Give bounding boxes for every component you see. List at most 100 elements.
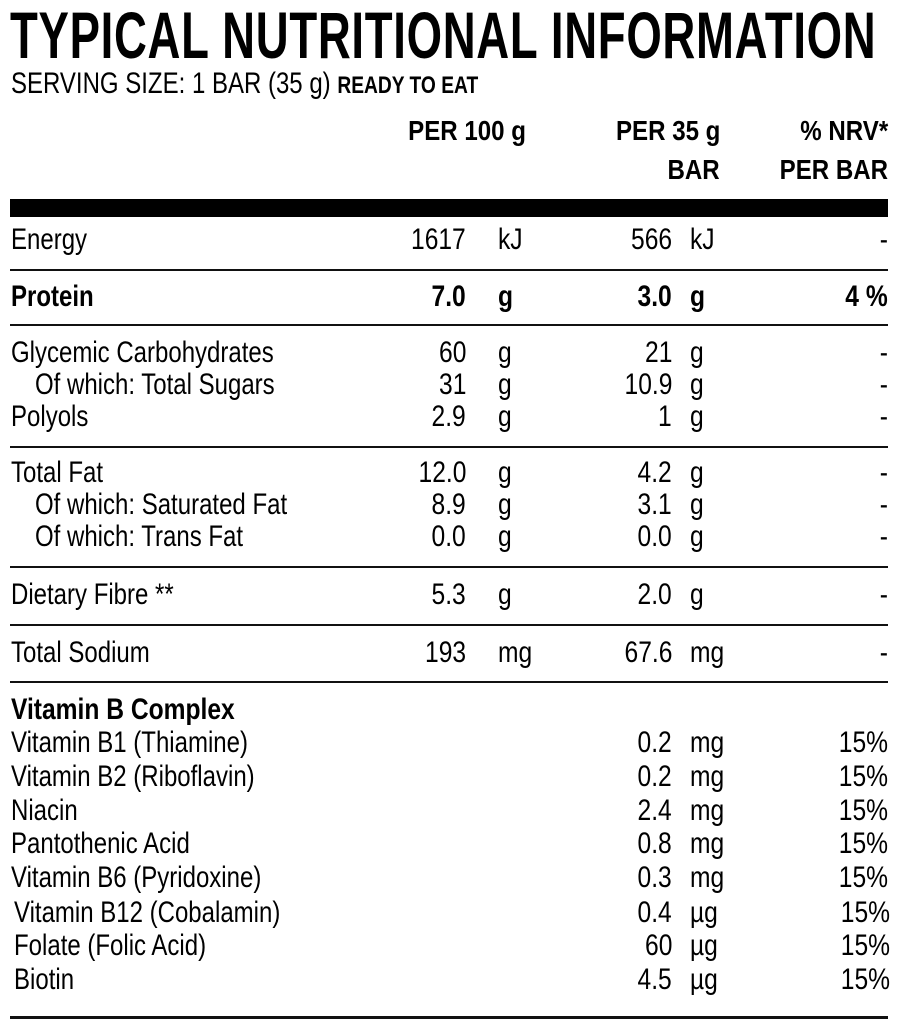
unit-per-bar: mg (690, 636, 725, 669)
value-per-bar: 3.1 (637, 488, 672, 521)
nrv-value: - (879, 520, 888, 553)
panel-title: TYPICAL NUTRITIONAL INFORMATION (10, 0, 877, 72)
divider (10, 566, 888, 568)
nrv-value: 15% (838, 827, 888, 860)
value-per-bar: 2.0 (637, 578, 672, 611)
nutrient-label: Energy (11, 223, 88, 256)
header-per-100g: PER 100 g (408, 115, 526, 146)
unit-per-100g: g (498, 488, 512, 521)
nrv-value: - (879, 223, 888, 256)
value-per-100g: 0.0 (431, 520, 466, 553)
value-per-100g: 2.9 (431, 400, 466, 433)
value-per-bar: 4.2 (637, 456, 672, 489)
nrv-value: - (879, 400, 888, 433)
nrv-value: - (879, 578, 888, 611)
nrv-value: 4 % (845, 280, 888, 313)
value-per-100g: 60 (438, 336, 466, 369)
value-per-bar: 3.0 (637, 280, 672, 313)
unit-per-bar: g (690, 336, 704, 369)
serving-note: READY TO EAT (337, 72, 479, 99)
unit-per-100g: g (498, 280, 514, 313)
divider (10, 624, 888, 626)
header-divider (10, 199, 888, 217)
value-per-bar: 1 (658, 400, 672, 433)
row-vitamin-b2: Vitamin B2 (Riboflavin) 0.2 mg 15% (0, 761, 900, 793)
unit-per-100g: g (498, 520, 512, 553)
header-nrv-line1: % NRV* (800, 115, 888, 146)
nrv-value: - (879, 488, 888, 521)
unit-per-100g: g (498, 578, 512, 611)
nutrient-label: Dietary Fibre ** (11, 578, 174, 611)
value-per-bar: 10.9 (624, 368, 672, 401)
vitamin-label: Vitamin B2 (Riboflavin) (11, 760, 255, 793)
value-per-100g: 31 (438, 368, 466, 401)
value-per-bar: 0.2 (637, 760, 672, 793)
nutrient-label: Protein (11, 280, 94, 313)
unit-per-100g: g (498, 456, 512, 489)
row-vitamin-b6: Vitamin B6 (Pyridoxine) 0.3 mg 15% (0, 862, 900, 894)
vitamin-label: Folate (Folic Acid) (14, 929, 207, 962)
unit-per-bar: µg (690, 963, 718, 996)
row-trans-fat: Of which: Trans Fat 0.0 g 0.0 g - (0, 521, 900, 553)
row-total-sodium: Total Sodium 193 mg 67.6 mg - (0, 637, 900, 669)
serving-size-label: SERVING SIZE: 1 BAR (35 g) (11, 67, 331, 100)
unit-per-bar: g (690, 368, 704, 401)
value-per-bar: 0.0 (637, 520, 672, 553)
unit-per-100g: kJ (498, 223, 523, 256)
row-niacin: Niacin 2.4 mg 15% (0, 795, 900, 827)
row-vitamin-b1: Vitamin B1 (Thiamine) 0.2 mg 15% (0, 727, 900, 759)
nutrient-label: Of which: Trans Fat (35, 520, 244, 553)
value-per-100g: 7.0 (431, 280, 466, 313)
row-glycemic-carbohydrates: Glycemic Carbohydrates 60 g 21 g - (0, 337, 900, 369)
unit-per-bar: µg (690, 896, 718, 929)
unit-per-bar: mg (690, 794, 725, 827)
vitamin-section-title: Vitamin B Complex (11, 693, 235, 726)
row-vitamin-b12: Vitamin B12 (Cobalamin) 0.4 µg 15% (0, 897, 900, 929)
nutrient-label: Total Sodium (11, 636, 150, 669)
nutrient-label: Total Fat (11, 456, 104, 489)
vitamin-label: Biotin (14, 963, 75, 996)
nutrient-label: Of which: Saturated Fat (35, 488, 288, 521)
row-saturated-fat: Of which: Saturated Fat 8.9 g 3.1 g - (0, 489, 900, 521)
header-nrv-line2: PER BAR (779, 154, 888, 185)
vitamin-label: Pantothenic Acid (11, 827, 190, 860)
row-total-fat: Total Fat 12.0 g 4.2 g - (0, 457, 900, 489)
vitamin-label: Vitamin B1 (Thiamine) (11, 726, 248, 759)
value-per-bar: 67.6 (624, 636, 672, 669)
unit-per-100g: mg (498, 636, 533, 669)
row-dietary-fibre: Dietary Fibre ** 5.3 g 2.0 g - (0, 579, 900, 611)
divider (10, 446, 888, 448)
nrv-value: 15% (840, 929, 890, 962)
nrv-value: 15% (838, 726, 888, 759)
row-pantothenic-acid: Pantothenic Acid 0.8 mg 15% (0, 828, 900, 860)
nrv-value: - (879, 336, 888, 369)
unit-per-bar: kJ (690, 223, 715, 256)
nrv-value: - (879, 368, 888, 401)
value-per-100g: 1617 (411, 223, 466, 256)
header-per-bar-line1: PER 35 g (615, 115, 720, 146)
nutrient-label: Polyols (11, 400, 89, 433)
unit-per-bar: mg (690, 861, 725, 894)
value-per-100g: 193 (424, 636, 466, 669)
nrv-value: 15% (838, 794, 888, 827)
unit-per-bar: mg (690, 760, 725, 793)
value-per-bar: 2.4 (637, 794, 672, 827)
unit-per-bar: mg (690, 726, 725, 759)
unit-per-bar: g (690, 520, 704, 553)
value-per-bar: 0.4 (637, 896, 672, 929)
divider (10, 681, 888, 683)
unit-per-bar: g (690, 456, 704, 489)
value-per-bar: 4.5 (637, 963, 672, 996)
nrv-value: - (879, 636, 888, 669)
nrv-value: 15% (838, 861, 888, 894)
unit-per-bar: mg (690, 827, 725, 860)
nrv-value: 15% (838, 760, 888, 793)
nrv-value: 15% (840, 896, 890, 929)
unit-per-bar: g (690, 400, 704, 433)
value-per-bar: 21 (644, 336, 672, 369)
bottom-divider (10, 1016, 888, 1019)
value-per-bar: 0.2 (637, 726, 672, 759)
row-energy: Energy 1617 kJ 566 kJ - (0, 224, 900, 256)
row-total-sugars: Of which: Total Sugars 31 g 10.9 g - (0, 369, 900, 401)
value-per-bar: 0.3 (637, 861, 672, 894)
